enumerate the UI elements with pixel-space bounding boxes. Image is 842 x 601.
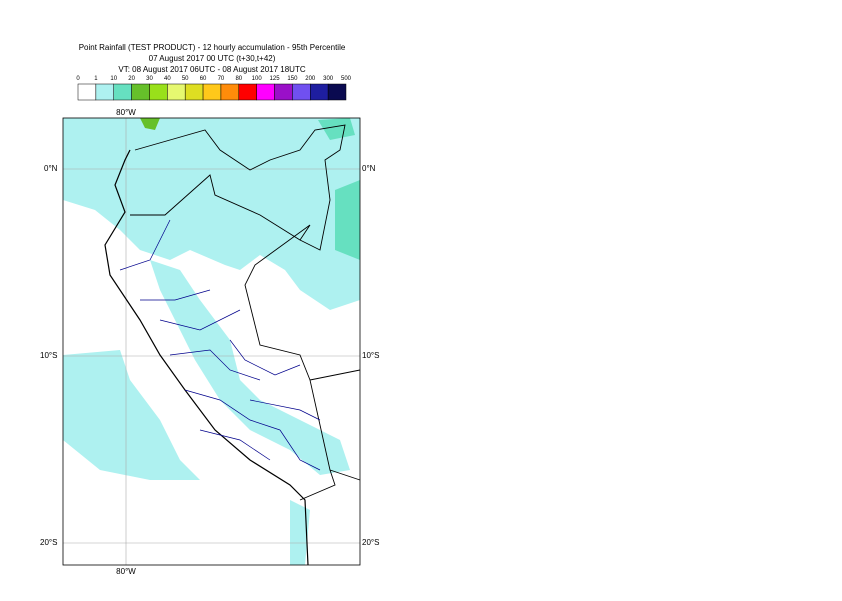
- color-box: [327, 83, 347, 101]
- legend-tick-label: 70: [218, 76, 225, 82]
- country-borders: [130, 124, 361, 501]
- color-box: [131, 83, 150, 101]
- legend-tick-label: 40: [164, 76, 171, 82]
- rainfall: [63, 118, 360, 565]
- color-box: [220, 83, 240, 101]
- graticule: [63, 118, 360, 565]
- color-box: [95, 83, 114, 101]
- legend-tick-label: 1: [94, 76, 98, 82]
- legend-tick-label: 10: [110, 76, 117, 82]
- region-borders: [119, 219, 321, 471]
- legend-tick-label: 0: [76, 76, 80, 82]
- legend-tick-label: 30: [146, 76, 153, 82]
- lon-label: 80°W: [116, 108, 136, 117]
- color-box: [238, 83, 257, 101]
- color-box: [274, 83, 293, 101]
- map: 0°N 0°N 10°S 10°S 20°S 20°S 80°W 80°W: [40, 108, 379, 576]
- legend-tick-label: 20: [128, 76, 135, 82]
- title: Point Rainfall (TEST PRODUCT) - 12 hourl…: [79, 43, 346, 52]
- legend-tick-label: 100: [252, 76, 263, 82]
- color-box: [77, 83, 97, 101]
- lat-label: 10°S: [362, 351, 379, 360]
- color-box: [149, 83, 168, 101]
- color-box: [184, 83, 204, 101]
- color-box: [167, 83, 186, 101]
- lat-label: 20°S: [362, 538, 379, 547]
- valid-time: VT: 08 August 2017 06UTC - 08 August 201…: [118, 65, 305, 74]
- colorbar: 0 1 10 20 30 40 50 60 70 80 100 125 150 200 300 500: [76, 76, 352, 101]
- color-box: [202, 83, 222, 101]
- lat-label: 10°S: [40, 351, 57, 360]
- color-box: [113, 83, 132, 101]
- legend-tick-label: 80: [235, 76, 242, 82]
- legend-tick-label: 125: [270, 76, 281, 82]
- base-time: 07 August 2017 00 UTC (t+30,t+42): [149, 54, 276, 63]
- legend-tick-label: 150: [287, 76, 298, 82]
- legend-tick-label: 300: [323, 76, 334, 82]
- color-box: [256, 83, 275, 101]
- legend-tick-label: 50: [182, 76, 189, 82]
- lon-label: 80°W: [116, 567, 136, 576]
- color-box: [292, 83, 311, 101]
- legend-tick-label: 500: [341, 76, 352, 82]
- lat-label: 0°N: [44, 164, 58, 173]
- legend-tick-label: 60: [200, 76, 207, 82]
- color-box: [310, 83, 329, 101]
- lat-label: 0°N: [362, 164, 376, 173]
- legend-tick-label: 200: [305, 76, 316, 82]
- lat-label: 20°S: [40, 538, 57, 547]
- coastline: [104, 149, 309, 566]
